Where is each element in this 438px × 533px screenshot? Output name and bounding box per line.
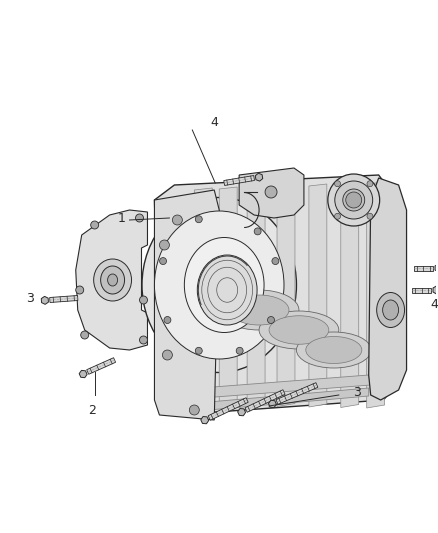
Circle shape xyxy=(272,257,279,264)
Ellipse shape xyxy=(94,259,131,301)
Polygon shape xyxy=(219,187,237,406)
Circle shape xyxy=(195,216,202,223)
Polygon shape xyxy=(239,168,304,218)
Ellipse shape xyxy=(219,290,299,330)
Ellipse shape xyxy=(306,336,362,364)
Polygon shape xyxy=(155,175,399,415)
Polygon shape xyxy=(413,265,434,271)
Ellipse shape xyxy=(108,274,117,286)
Circle shape xyxy=(268,317,275,324)
Polygon shape xyxy=(87,358,116,374)
Ellipse shape xyxy=(155,211,284,359)
Polygon shape xyxy=(194,188,212,405)
Polygon shape xyxy=(247,186,265,406)
Text: 1: 1 xyxy=(118,212,126,224)
Circle shape xyxy=(162,350,173,360)
Polygon shape xyxy=(49,295,78,303)
Polygon shape xyxy=(341,183,359,408)
Ellipse shape xyxy=(383,300,399,320)
Polygon shape xyxy=(277,185,295,407)
Polygon shape xyxy=(309,184,327,407)
Text: 3: 3 xyxy=(353,385,360,399)
Polygon shape xyxy=(155,190,219,420)
Ellipse shape xyxy=(328,174,380,226)
Circle shape xyxy=(189,405,199,415)
Circle shape xyxy=(254,228,261,235)
Circle shape xyxy=(140,336,148,344)
Circle shape xyxy=(81,331,88,339)
Circle shape xyxy=(140,296,148,304)
Circle shape xyxy=(346,192,362,208)
Point xyxy=(241,189,247,195)
Polygon shape xyxy=(76,210,148,350)
Circle shape xyxy=(76,286,84,294)
Text: 4: 4 xyxy=(431,298,438,311)
Text: 2: 2 xyxy=(88,403,95,416)
Text: 4: 4 xyxy=(210,116,218,128)
Polygon shape xyxy=(276,383,318,405)
Ellipse shape xyxy=(259,311,339,349)
Circle shape xyxy=(159,240,170,250)
Polygon shape xyxy=(245,390,285,412)
Ellipse shape xyxy=(229,295,289,325)
Ellipse shape xyxy=(142,198,297,373)
Circle shape xyxy=(135,214,144,222)
Ellipse shape xyxy=(377,293,405,327)
Polygon shape xyxy=(224,175,254,185)
Circle shape xyxy=(173,215,182,225)
Ellipse shape xyxy=(101,266,124,294)
Point xyxy=(254,189,260,195)
Circle shape xyxy=(236,348,243,354)
Circle shape xyxy=(195,348,202,354)
Polygon shape xyxy=(174,375,371,400)
Circle shape xyxy=(335,213,340,219)
Polygon shape xyxy=(208,398,248,420)
Ellipse shape xyxy=(269,316,329,344)
Ellipse shape xyxy=(297,332,371,368)
Ellipse shape xyxy=(343,189,365,211)
Ellipse shape xyxy=(335,181,373,219)
Circle shape xyxy=(159,257,166,264)
Text: 3: 3 xyxy=(26,292,34,304)
Ellipse shape xyxy=(184,238,264,333)
Circle shape xyxy=(265,186,277,198)
Polygon shape xyxy=(369,178,406,400)
Circle shape xyxy=(164,317,171,324)
Polygon shape xyxy=(367,182,385,408)
Circle shape xyxy=(367,213,373,219)
Circle shape xyxy=(335,181,340,187)
Polygon shape xyxy=(412,287,431,293)
Circle shape xyxy=(367,181,373,187)
Polygon shape xyxy=(174,388,369,413)
Ellipse shape xyxy=(197,255,257,325)
Circle shape xyxy=(91,221,99,229)
